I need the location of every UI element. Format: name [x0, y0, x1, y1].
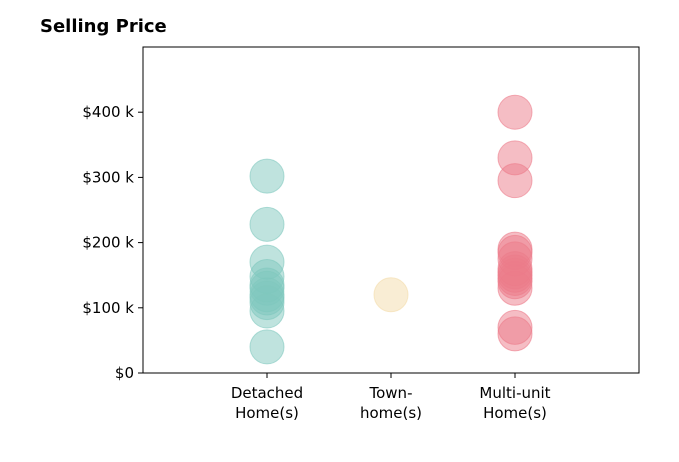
data-point	[249, 158, 285, 194]
x-tick-label: Town-	[369, 384, 413, 402]
data-point	[249, 329, 285, 365]
data-point	[249, 206, 285, 242]
chart-title: Selling Price	[40, 16, 167, 37]
y-tick-label: $300 k	[82, 168, 134, 186]
data-point	[373, 277, 409, 313]
data-point	[497, 94, 533, 130]
y-tick-label: $0	[115, 364, 134, 382]
x-tick-label: Home(s)	[483, 404, 547, 422]
points-layer	[249, 94, 533, 365]
y-tick-label: $200 k	[82, 234, 134, 252]
data-point	[497, 309, 533, 345]
data-point	[497, 140, 533, 176]
y-axis: $0 $100 k $200 k $300 k $400 k	[82, 103, 143, 382]
plot-frame	[142, 46, 640, 374]
x-tick-label: Detached	[231, 384, 303, 402]
x-tick-label: home(s)	[360, 404, 422, 422]
data-point	[249, 244, 285, 280]
x-tick-label: Home(s)	[235, 404, 299, 422]
y-tick-label: $100 k	[82, 299, 134, 317]
x-tick-label: Multi-unit	[479, 384, 550, 402]
data-point	[497, 231, 533, 267]
y-tick-label: $400 k	[82, 103, 134, 121]
x-axis: Detached Home(s) Town-home(s) Multi-unit Hom…	[231, 373, 551, 422]
